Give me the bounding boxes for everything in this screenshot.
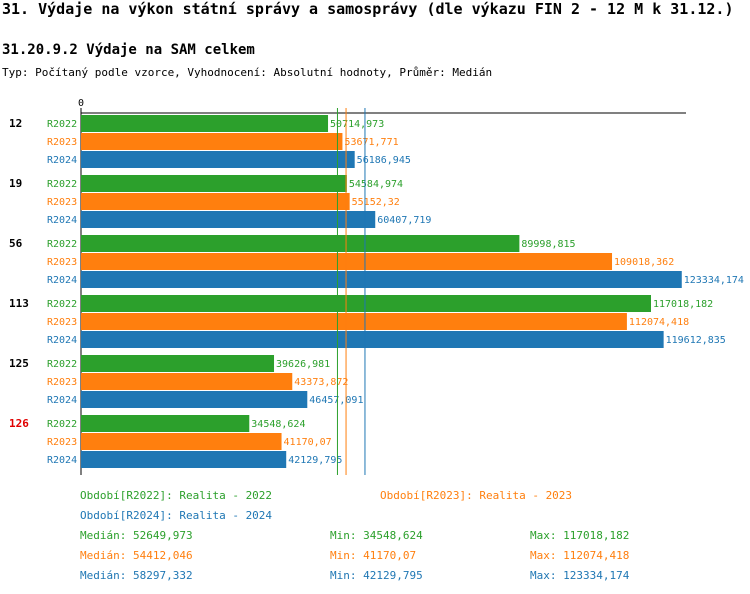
bar-r2022-126 bbox=[81, 415, 250, 432]
bar-r2024-56 bbox=[81, 271, 682, 288]
data-label: 112074,418 bbox=[629, 317, 689, 328]
data-label: 89998,815 bbox=[521, 239, 575, 250]
data-label: 56186,945 bbox=[357, 155, 411, 166]
bar-chart: 0 12 R2022 50714,973 R2023 53671,771 R2024 5618… bbox=[9, 98, 744, 475]
series-label: R2022 bbox=[47, 239, 77, 250]
series-label: R2024 bbox=[47, 215, 77, 226]
series-label: R2022 bbox=[47, 299, 77, 310]
stat-min-2023: Min: 41170,07 bbox=[330, 549, 417, 562]
data-label: 54584,974 bbox=[349, 179, 403, 190]
stat-max-2024: Max: 123334,174 bbox=[530, 569, 630, 582]
data-label: 41170,07 bbox=[284, 437, 332, 448]
series-label: R2023 bbox=[47, 317, 77, 328]
data-label: 34548,624 bbox=[251, 419, 305, 430]
data-label: 109018,362 bbox=[614, 257, 674, 268]
bar-r2022-125 bbox=[81, 355, 275, 372]
bar-r2022-19 bbox=[81, 175, 347, 192]
bar-r2023-12 bbox=[81, 133, 343, 150]
series-label: R2024 bbox=[47, 455, 77, 466]
bar-r2023-126 bbox=[81, 433, 282, 450]
page-title: 31. Výdaje na výkon státní správy a samo… bbox=[2, 0, 734, 18]
data-label: 123334,174 bbox=[684, 275, 744, 286]
series-label: R2023 bbox=[47, 257, 77, 268]
bar-r2023-125 bbox=[81, 373, 293, 390]
bar-r2022-113 bbox=[81, 295, 651, 312]
data-label: 117018,182 bbox=[653, 299, 713, 310]
category-label: 12 bbox=[9, 117, 22, 130]
stat-median-2022: Medián: 52649,973 bbox=[80, 529, 193, 542]
series-label: R2024 bbox=[47, 155, 77, 166]
series-label: R2022 bbox=[47, 119, 77, 130]
category-label: 56 bbox=[9, 237, 23, 250]
bar-r2024-126 bbox=[81, 451, 287, 468]
category-label: 19 bbox=[9, 177, 22, 190]
category-label: 126 bbox=[9, 417, 29, 430]
stat-max-2022: Max: 117018,182 bbox=[530, 529, 630, 542]
bar-r2024-125 bbox=[81, 391, 308, 408]
axis-zero-label: 0 bbox=[78, 98, 84, 109]
series-label: R2024 bbox=[47, 335, 77, 346]
series-label: R2023 bbox=[47, 377, 77, 388]
bar-r2024-19 bbox=[81, 211, 376, 228]
data-label: 42129,795 bbox=[288, 455, 342, 466]
legend-period-2022: Období[R2022]: Realita - 2022 bbox=[80, 489, 273, 502]
bar-r2023-113 bbox=[81, 313, 627, 330]
chart-subtitle: 31.20.9.2 Výdaje na SAM celkem bbox=[2, 42, 255, 58]
data-label: 39626,981 bbox=[276, 359, 330, 370]
legend-period-2023: Období[R2023]: Realita - 2023 bbox=[380, 489, 573, 502]
series-label: R2022 bbox=[47, 359, 77, 370]
legend-period-2024: Období[R2024]: Realita - 2024 bbox=[80, 509, 273, 522]
stat-min-2022: Min: 34548,624 bbox=[330, 529, 423, 542]
chart-type-info: Typ: Počítaný podle vzorce, Vyhodnocení:… bbox=[2, 66, 493, 79]
series-label: R2022 bbox=[47, 419, 77, 430]
series-label: R2023 bbox=[47, 137, 77, 148]
data-label: 119612,835 bbox=[666, 335, 726, 346]
bar-r2022-56 bbox=[81, 235, 520, 252]
data-label: 55152,32 bbox=[352, 197, 400, 208]
series-label: R2022 bbox=[47, 179, 77, 190]
stat-max-2023: Max: 112074,418 bbox=[530, 549, 630, 562]
series-label: R2024 bbox=[47, 395, 77, 406]
data-label: 43373,872 bbox=[294, 377, 348, 388]
series-label: R2024 bbox=[47, 275, 77, 286]
stat-median-2023: Medián: 54412,046 bbox=[80, 549, 193, 562]
bar-r2023-19 bbox=[81, 193, 350, 210]
series-label: R2023 bbox=[47, 437, 77, 448]
data-label: 46457,091 bbox=[309, 395, 363, 406]
bar-r2024-113 bbox=[81, 331, 664, 348]
category-label: 125 bbox=[9, 357, 29, 370]
stat-min-2024: Min: 42129,795 bbox=[330, 569, 423, 582]
category-label: 113 bbox=[9, 297, 29, 310]
data-label: 60407,719 bbox=[377, 215, 431, 226]
data-label: 53671,771 bbox=[344, 137, 398, 148]
series-label: R2023 bbox=[47, 197, 77, 208]
data-label: 50714,973 bbox=[330, 119, 384, 130]
bar-r2024-12 bbox=[81, 151, 355, 168]
bar-r2022-12 bbox=[81, 115, 329, 132]
stat-median-2024: Medián: 58297,332 bbox=[80, 569, 193, 582]
